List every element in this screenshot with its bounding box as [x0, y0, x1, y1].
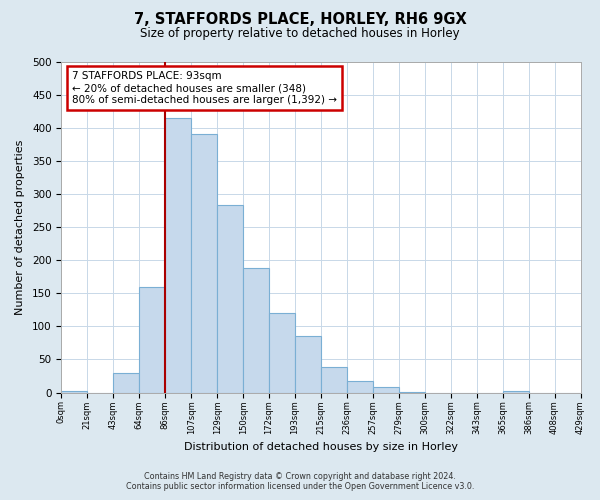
Bar — [243, 268, 269, 392]
Text: Size of property relative to detached houses in Horley: Size of property relative to detached ho… — [140, 28, 460, 40]
Y-axis label: Number of detached properties: Number of detached properties — [15, 140, 25, 314]
Bar — [503, 391, 529, 392]
Bar — [269, 313, 295, 392]
Bar — [217, 205, 243, 392]
Bar — [113, 372, 139, 392]
Text: Contains HM Land Registry data © Crown copyright and database right 2024.
Contai: Contains HM Land Registry data © Crown c… — [126, 472, 474, 491]
Text: 7 STAFFORDS PLACE: 93sqm
← 20% of detached houses are smaller (348)
80% of semi-: 7 STAFFORDS PLACE: 93sqm ← 20% of detach… — [72, 72, 337, 104]
Bar — [347, 382, 373, 392]
X-axis label: Distribution of detached houses by size in Horley: Distribution of detached houses by size … — [184, 442, 458, 452]
Bar — [165, 118, 191, 392]
Text: 7, STAFFORDS PLACE, HORLEY, RH6 9GX: 7, STAFFORDS PLACE, HORLEY, RH6 9GX — [134, 12, 466, 28]
Bar — [321, 368, 347, 392]
Bar — [139, 286, 165, 393]
Bar — [373, 386, 399, 392]
Bar — [61, 391, 88, 392]
Bar — [191, 134, 217, 392]
Bar — [295, 336, 321, 392]
